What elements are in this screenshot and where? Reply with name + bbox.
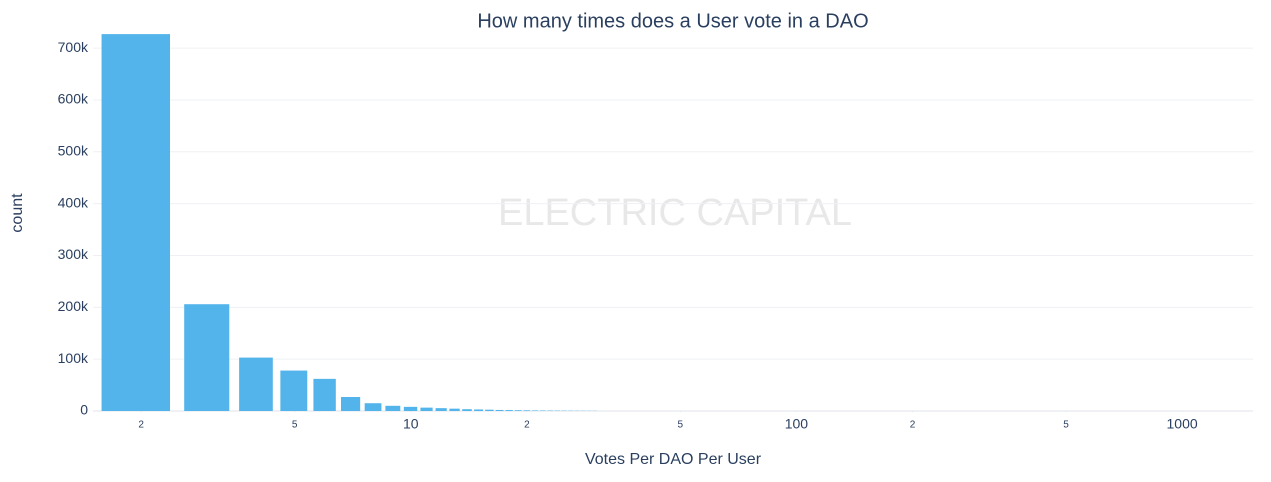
y-tick-label: 100k	[58, 350, 89, 366]
bar	[184, 304, 230, 411]
x-tick-label: 5	[292, 420, 298, 431]
bar	[495, 409, 504, 411]
x-tick-label: 1000	[1167, 416, 1198, 432]
bar	[485, 409, 494, 411]
watermark: ELECTRIC CAPITAL	[498, 192, 852, 234]
chart-title: How many times does a User vote in a DAO	[477, 10, 868, 32]
bar	[449, 408, 460, 411]
y-tick-label: 500k	[58, 142, 89, 158]
bar	[403, 406, 418, 411]
x-tick-label: 5	[1063, 420, 1069, 431]
bar	[420, 407, 433, 411]
bar	[313, 378, 336, 411]
bar	[462, 409, 472, 411]
bar	[514, 410, 522, 411]
bar	[101, 34, 171, 411]
bar	[474, 409, 484, 411]
y-axis-title: count	[9, 193, 26, 233]
bar	[539, 410, 546, 411]
x-tick-label: 2	[524, 420, 530, 431]
bar	[239, 357, 273, 411]
y-tick-label: 200k	[58, 298, 89, 314]
x-axis-title: Votes Per DAO Per User	[585, 451, 762, 468]
bar	[364, 403, 382, 411]
bar	[435, 408, 447, 411]
y-tick-label: 0	[80, 402, 88, 418]
bar	[505, 410, 513, 411]
x-tick-label: 100	[785, 416, 809, 432]
bar	[341, 397, 361, 411]
y-tick-label: 300k	[58, 246, 89, 262]
y-tick-label: 400k	[58, 194, 89, 210]
bar	[280, 370, 308, 411]
x-tick-label: 5	[678, 420, 684, 431]
x-tick-label: 2	[138, 420, 144, 431]
x-tick-label: 10	[403, 416, 419, 432]
x-tick-label: 2	[910, 420, 916, 431]
bar	[385, 405, 401, 411]
y-tick-label: 600k	[58, 91, 89, 107]
y-tick-label: 700k	[58, 39, 89, 55]
bar	[523, 410, 531, 411]
bar	[531, 410, 539, 411]
